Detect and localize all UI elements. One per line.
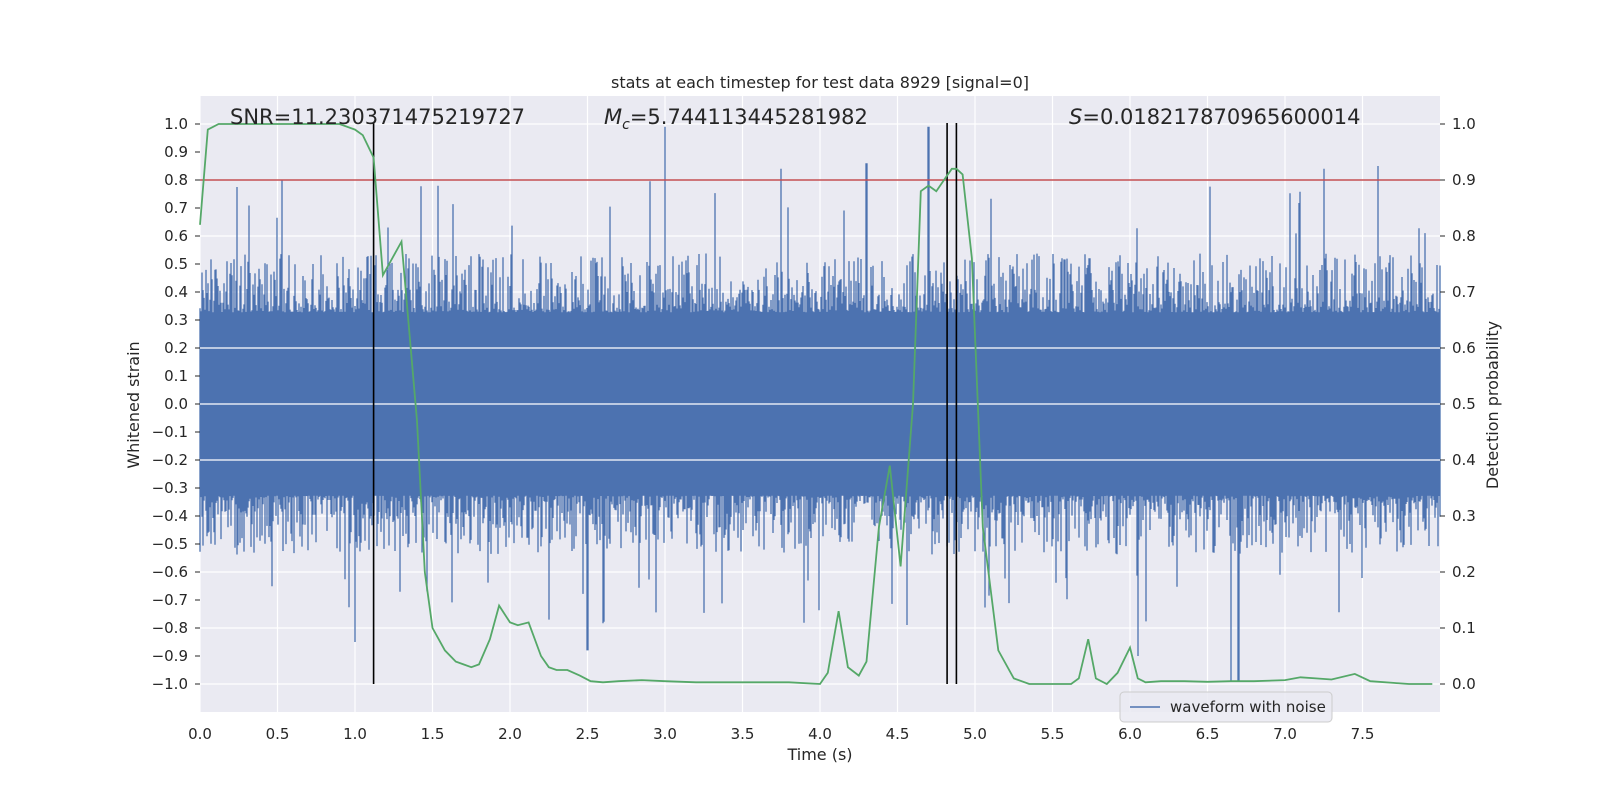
left-tick-label: 0.3 <box>164 311 188 329</box>
left-tick-label: 0.2 <box>164 339 188 357</box>
right-tick-label: 0.8 <box>1452 227 1476 245</box>
right-tick-label: 0.9 <box>1452 171 1476 189</box>
right-tick-label: 0.5 <box>1452 395 1476 413</box>
legend-label-waveform: waveform with noise <box>1170 698 1326 716</box>
y-axis-label-right: Detection probability <box>1483 321 1502 489</box>
right-tick-label: 0.4 <box>1452 451 1476 469</box>
x-tick-label: 0.0 <box>188 725 212 743</box>
left-tick-label: −0.5 <box>152 535 188 553</box>
left-tick-label: 0.8 <box>164 171 188 189</box>
right-tick-label: 1.0 <box>1452 115 1476 133</box>
x-axis-label: Time (s) <box>786 745 852 764</box>
right-tick-label: 0.1 <box>1452 619 1476 637</box>
right-tick-label: 0.2 <box>1452 563 1476 581</box>
x-tick-label: 2.0 <box>498 725 522 743</box>
probability-line <box>199 123 1433 686</box>
x-tick-label: 5.0 <box>963 725 987 743</box>
left-tick-label: 0.9 <box>164 143 188 161</box>
x-tick-label: 1.0 <box>343 725 367 743</box>
left-tick-label: −0.7 <box>152 591 188 609</box>
right-tick-label: 0.7 <box>1452 283 1476 301</box>
x-tick-label: 3.0 <box>653 725 677 743</box>
x-tick-label: 3.5 <box>731 725 755 743</box>
s-symbol: S <box>1069 105 1082 129</box>
left-tick-label: −1.0 <box>152 675 188 693</box>
left-tick-label: −0.2 <box>152 451 188 469</box>
left-tick-label: 0.0 <box>164 395 188 413</box>
right-tick-label: 0.0 <box>1452 675 1476 693</box>
mc-subscript: c <box>622 117 630 133</box>
left-tick-label: 0.7 <box>164 199 188 217</box>
right-tick-label: 0.6 <box>1452 339 1476 357</box>
left-tick-label: −0.9 <box>152 647 188 665</box>
x-tick-label: 6.0 <box>1118 725 1142 743</box>
left-tick-label: 0.4 <box>164 283 188 301</box>
x-axis-ticks: 0.0 0.5 1.0 1.5 2.0 2.5 3.0 3.5 4.0 4.5 5.0 5.5 6.0 6… <box>188 725 1374 743</box>
waveform-series <box>199 126 1441 682</box>
left-tick-label: 1.0 <box>164 115 188 133</box>
x-tick-label: 4.5 <box>886 725 910 743</box>
chart-title: stats at each timestep for test data 892… <box>611 73 1029 92</box>
left-tick-label: −0.8 <box>152 619 188 637</box>
x-tick-label: 2.5 <box>576 725 600 743</box>
left-tick-label: −0.4 <box>152 507 188 525</box>
x-tick-label: 7.0 <box>1273 725 1297 743</box>
probability-series <box>199 123 1433 686</box>
chirp-mass-annotation: Mc=5.744113445281982 <box>604 105 868 133</box>
legend: waveform with noise <box>1119 691 1333 723</box>
x-tick-label: 4.0 <box>808 725 832 743</box>
x-tick-label: 6.5 <box>1196 725 1220 743</box>
s-annotation: S=0.018217870965600014 <box>1069 105 1360 129</box>
left-axis-ticks: 1.0 0.9 0.8 0.7 0.6 0.5 0.4 0.3 0.2 0.1 0.0 −0.1 −0.… <box>152 115 200 693</box>
mc-symbol: M <box>604 105 622 129</box>
left-tick-label: −0.6 <box>152 563 188 581</box>
y-axis-label-left: Whitened strain <box>124 341 143 468</box>
left-tick-label: −0.1 <box>152 423 188 441</box>
left-tick-label: 0.1 <box>164 367 188 385</box>
vertical-markers <box>372 123 958 684</box>
s-value: =0.018217870965600014 <box>1082 105 1360 129</box>
left-tick-label: 0.5 <box>164 255 188 273</box>
snr-annotation: SNR=11.230371475219727 <box>230 105 525 129</box>
x-tick-label: 0.5 <box>266 725 290 743</box>
left-tick-label: 0.6 <box>164 227 188 245</box>
legend-box <box>1119 691 1333 723</box>
x-tick-label: 5.5 <box>1041 725 1065 743</box>
x-tick-label: 7.5 <box>1351 725 1375 743</box>
x-tick-label: 1.5 <box>421 725 445 743</box>
left-tick-label: −0.3 <box>152 479 188 497</box>
mc-value: =5.744113445281982 <box>630 105 868 129</box>
right-tick-label: 0.3 <box>1452 507 1476 525</box>
right-axis-ticks: 1.0 0.9 0.8 0.7 0.6 0.5 0.4 0.3 0.2 0.1 0.0 <box>1440 115 1476 693</box>
